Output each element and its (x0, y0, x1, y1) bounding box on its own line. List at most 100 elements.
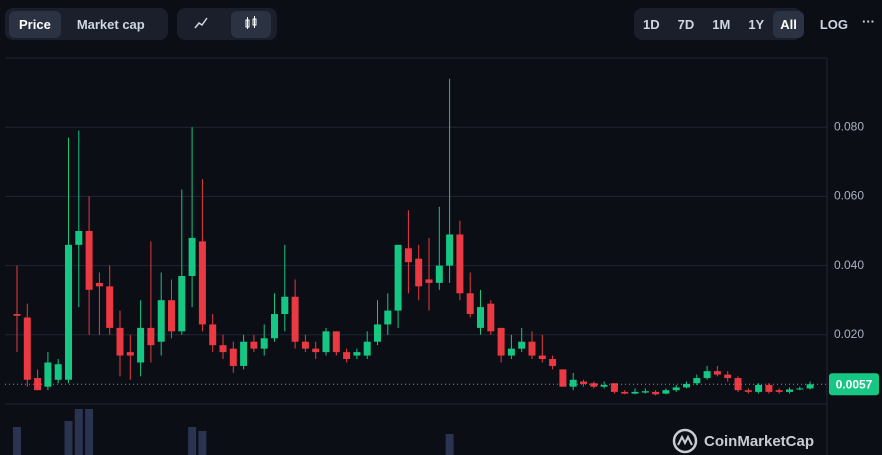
candle-body (435, 265, 443, 283)
candle-body (456, 234, 464, 294)
candle-body (271, 314, 278, 339)
candle-body (394, 244, 402, 311)
candle-body (806, 384, 814, 389)
candle-body (755, 384, 763, 392)
candle-body (363, 341, 371, 356)
y-tick-label: 0.020 (834, 327, 864, 341)
candle-body (744, 390, 752, 392)
candle-body (34, 378, 42, 391)
candle-body (106, 286, 114, 328)
candle-body (600, 384, 608, 387)
candle-body (147, 327, 155, 346)
candle-body (188, 237, 196, 276)
tab-market-cap[interactable]: Market cap (76, 16, 145, 32)
candle-body (775, 390, 783, 392)
range-1m[interactable]: 1M (712, 16, 731, 32)
watermark-text: CoinMarketCap (704, 433, 814, 450)
candle-body (178, 275, 186, 332)
candle-body (672, 387, 680, 391)
candle-body (95, 282, 103, 287)
candle-body (415, 258, 423, 287)
candle-body (332, 331, 340, 353)
candle-body (477, 307, 484, 328)
watermark: CoinMarketCap (672, 428, 814, 454)
candle-body (631, 391, 639, 394)
candle-body (229, 348, 237, 366)
volume-bar (188, 427, 197, 455)
range-1d[interactable]: 1D (643, 16, 660, 32)
log-toggle[interactable]: LOG (819, 16, 849, 32)
candle-body (765, 384, 773, 392)
candle-body (466, 293, 474, 315)
candle-body (353, 352, 361, 356)
candle-body (580, 381, 587, 384)
more-button[interactable]: ··· (862, 14, 875, 29)
candle-body (23, 317, 31, 380)
candle-body (425, 279, 433, 283)
candle-body (713, 371, 721, 375)
range-tabs: 1D 7D 1M 1Y All LOG (634, 8, 848, 40)
candle-body (281, 296, 289, 315)
chart-type-tabs (177, 8, 277, 40)
candle-body (85, 231, 93, 290)
volume-bar (13, 427, 21, 455)
candle-body (569, 379, 577, 387)
candle-body (621, 391, 629, 394)
candle-body (404, 248, 412, 263)
candle-body (65, 244, 72, 380)
candle-body (168, 300, 175, 332)
candle-body (44, 362, 52, 387)
candle-body (507, 348, 515, 356)
y-tick-label: 0.080 (834, 119, 864, 133)
candle-body (198, 241, 206, 325)
candle-body (683, 383, 690, 388)
candle-body (693, 378, 701, 384)
candle-body (301, 341, 309, 349)
candle-body (786, 389, 793, 392)
candle-body (260, 338, 268, 349)
range-7d[interactable]: 7D (677, 16, 695, 32)
candle-body (590, 383, 598, 387)
range-1y[interactable]: 1Y (748, 16, 765, 32)
line-icon (194, 17, 208, 28)
candle-body (734, 378, 742, 391)
range-all[interactable]: All (773, 10, 804, 38)
candle-body (54, 364, 62, 380)
candle-body (662, 390, 670, 394)
candle-body (322, 331, 330, 353)
candle-body (250, 341, 258, 349)
candle-body (610, 383, 618, 392)
tab-price[interactable]: Price (9, 10, 61, 38)
candle-body (538, 355, 546, 360)
candle-body (497, 327, 505, 356)
metric-tabs: Price Market cap (5, 8, 168, 40)
candle-body (343, 352, 351, 360)
volume-bar (64, 421, 73, 455)
y-tick-label: 0.060 (834, 189, 864, 203)
candle-body (796, 388, 804, 390)
candle-body (219, 345, 227, 353)
candle-body (291, 296, 299, 342)
candle-body (312, 348, 320, 353)
candle-body (549, 359, 557, 366)
candle-body (116, 327, 124, 356)
candle-body (446, 234, 454, 266)
candle-toggle[interactable] (231, 10, 271, 38)
volume-bar (198, 431, 207, 455)
last-price-badge (829, 373, 879, 396)
candle-body (240, 341, 248, 366)
candle-body (157, 300, 165, 342)
candle-body (641, 391, 649, 393)
candle-body (559, 369, 567, 387)
candle-body (209, 324, 217, 346)
y-tick-label: 0.040 (834, 258, 864, 272)
line-toggle[interactable] (181, 11, 221, 38)
candle-body (528, 341, 536, 356)
candle-body (13, 314, 21, 316)
candle-body (384, 310, 392, 325)
candle-body (703, 371, 711, 379)
last-price-label: 0.0057 (836, 377, 873, 391)
candle-icon (245, 15, 257, 29)
